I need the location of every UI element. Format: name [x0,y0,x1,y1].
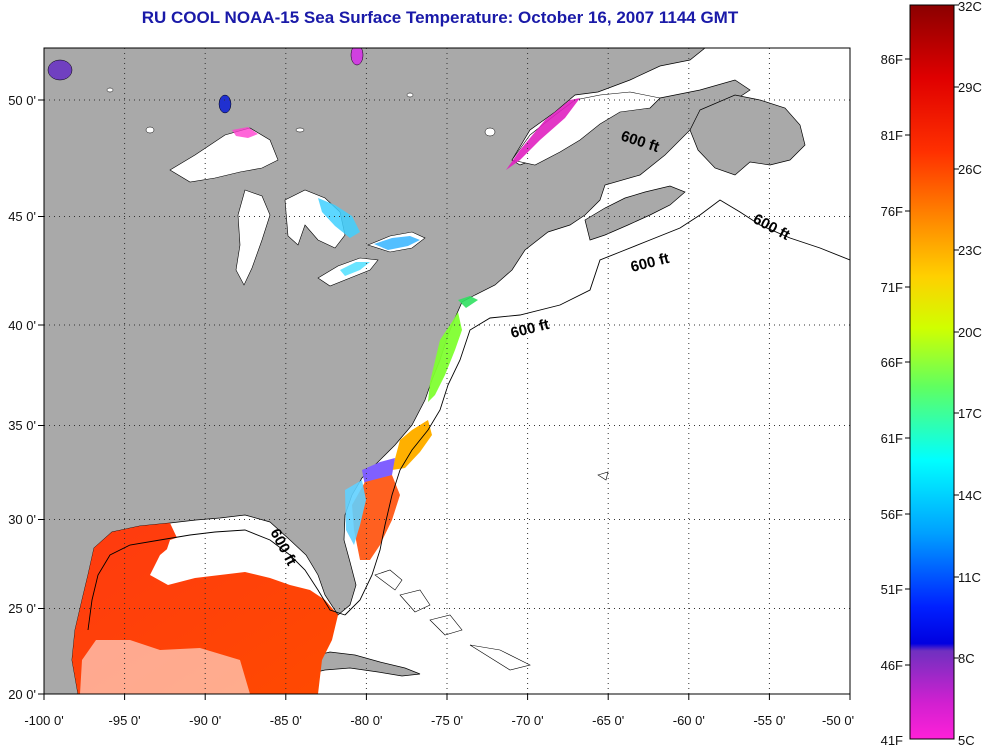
cb-c-label: 23C [958,243,982,258]
nova-scotia-land [584,185,686,241]
florida-coastal-sst [345,480,366,545]
gulf-contour-600ft [87,529,346,631]
cb-f-label: 86F [881,52,903,67]
colorbar [909,4,955,740]
lon-label: -50 0' [822,713,854,728]
lon-label: -85 0' [270,713,302,728]
cb-f-label: 66F [881,355,903,370]
lake-superior [169,127,279,183]
carolina-sst [392,420,432,470]
cb-f-label: 81F [881,128,903,143]
bathymetry-contour-600ft [344,199,850,616]
lon-label: -90 0' [189,713,221,728]
gulf-cloud-gap [165,528,285,575]
cb-c-label: 17C [958,406,982,421]
lon-label: -60 0' [673,713,705,728]
georgia-sst [362,458,395,486]
colorbar-celsius-labels: 32C 29C 26C 23C 20C 17C 14C 11C 8C 5C [958,0,982,748]
lat-label: 25 0' [8,601,36,616]
cb-c-label: 11C [958,570,981,585]
cb-c-label: 14C [958,488,982,503]
gulf-cloud-gap-2 [80,640,250,694]
cb-c-label: 32C [958,0,982,14]
longitude-labels: -100 0' -95 0' -90 0' -85 0' -80 0' -75 … [24,713,854,728]
cb-f-label: 41F [881,733,903,748]
lat-label: 40 0' [8,318,36,333]
cb-f-label: 46F [881,658,903,673]
st-lawrence-sst [506,98,580,170]
cb-f-label: 71F [881,280,903,295]
bahamas [374,471,609,671]
lon-label: -55 0' [753,713,785,728]
lake-michigan [235,189,271,286]
lon-label: -75 0' [431,713,463,728]
cb-c-label: 29C [958,80,982,95]
cb-f-label: 51F [881,582,903,597]
lat-label: 30 0' [8,512,36,527]
latitude-labels: 50 0' 45 0' 40 0' 35 0' 30 0' 25 0' 20 0… [8,93,36,702]
cb-c-label: 26C [958,162,982,177]
lat-label: 20 0' [8,687,36,702]
lake-huron-sst [318,198,360,238]
lat-label: 45 0' [8,209,36,224]
cb-c-label: 5C [958,733,975,748]
lat-label: 50 0' [8,93,36,108]
lake-ontario-sst [374,236,420,250]
northeast-coast-sst [458,296,478,308]
lake-erie-sst [340,262,370,276]
cb-f-label: 61F [881,431,903,446]
colorbar-ticks [905,4,959,666]
map-title: RU COOL NOAA-15 Sea Surface Temperature:… [141,8,739,27]
lon-label: -95 0' [109,713,141,728]
cb-c-label: 20C [958,325,982,340]
cb-f-label: 76F [881,204,903,219]
lat-label: 35 0' [8,418,36,433]
axis-ticks [38,99,851,700]
lon-label: -70 0' [512,713,544,728]
mid-atlantic-sst [428,312,462,402]
lake-superior-sst [232,127,258,138]
cb-f-label: 56F [881,507,903,522]
lon-label: -80 0' [350,713,382,728]
cb-c-label: 8C [958,651,975,666]
inland-lakes [47,48,496,137]
newfoundland-land [689,94,806,176]
colorbar-fahrenheit-labels: 86F 81F 76F 71F 66F 61F 56F 51F 46F 41F [881,52,903,748]
lon-label: -65 0' [592,713,624,728]
lon-label: -100 0' [24,713,63,728]
